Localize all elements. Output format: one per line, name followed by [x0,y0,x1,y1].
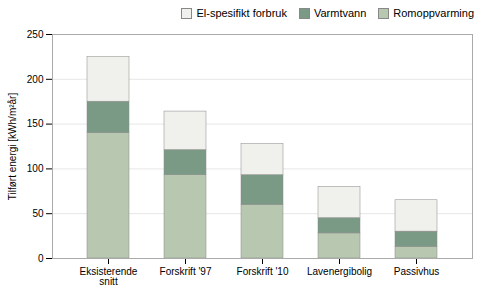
svg-text:250: 250 [27,29,44,40]
svg-text:Tilført energi [kWh/m²år]: Tilført energi [kWh/m²år] [7,93,18,201]
html-text:Romoppvarming: Romoppvarming [393,7,474,19]
svg-text:200: 200 [27,74,44,85]
svg-text:Eksisterendesnitt: Eksisterendesnitt [80,266,138,287]
html-text:El-spesifikt forbruk: El-spesifikt forbruk [196,7,287,19]
svg-text:Forskrift '10: Forskrift '10 [237,266,289,277]
svg-text:Lavenergibolig: Lavenergibolig [307,266,372,277]
svg-text:150: 150 [27,118,44,129]
svg-text:Passivhus: Passivhus [394,266,440,277]
svg-text:0: 0 [38,253,44,264]
svg-text:100: 100 [27,163,44,174]
html-text:Varmtvann: Varmtvann [313,7,367,19]
svg-text:50: 50 [32,208,44,219]
svg-text:Forskrift '97: Forskrift '97 [160,266,212,277]
